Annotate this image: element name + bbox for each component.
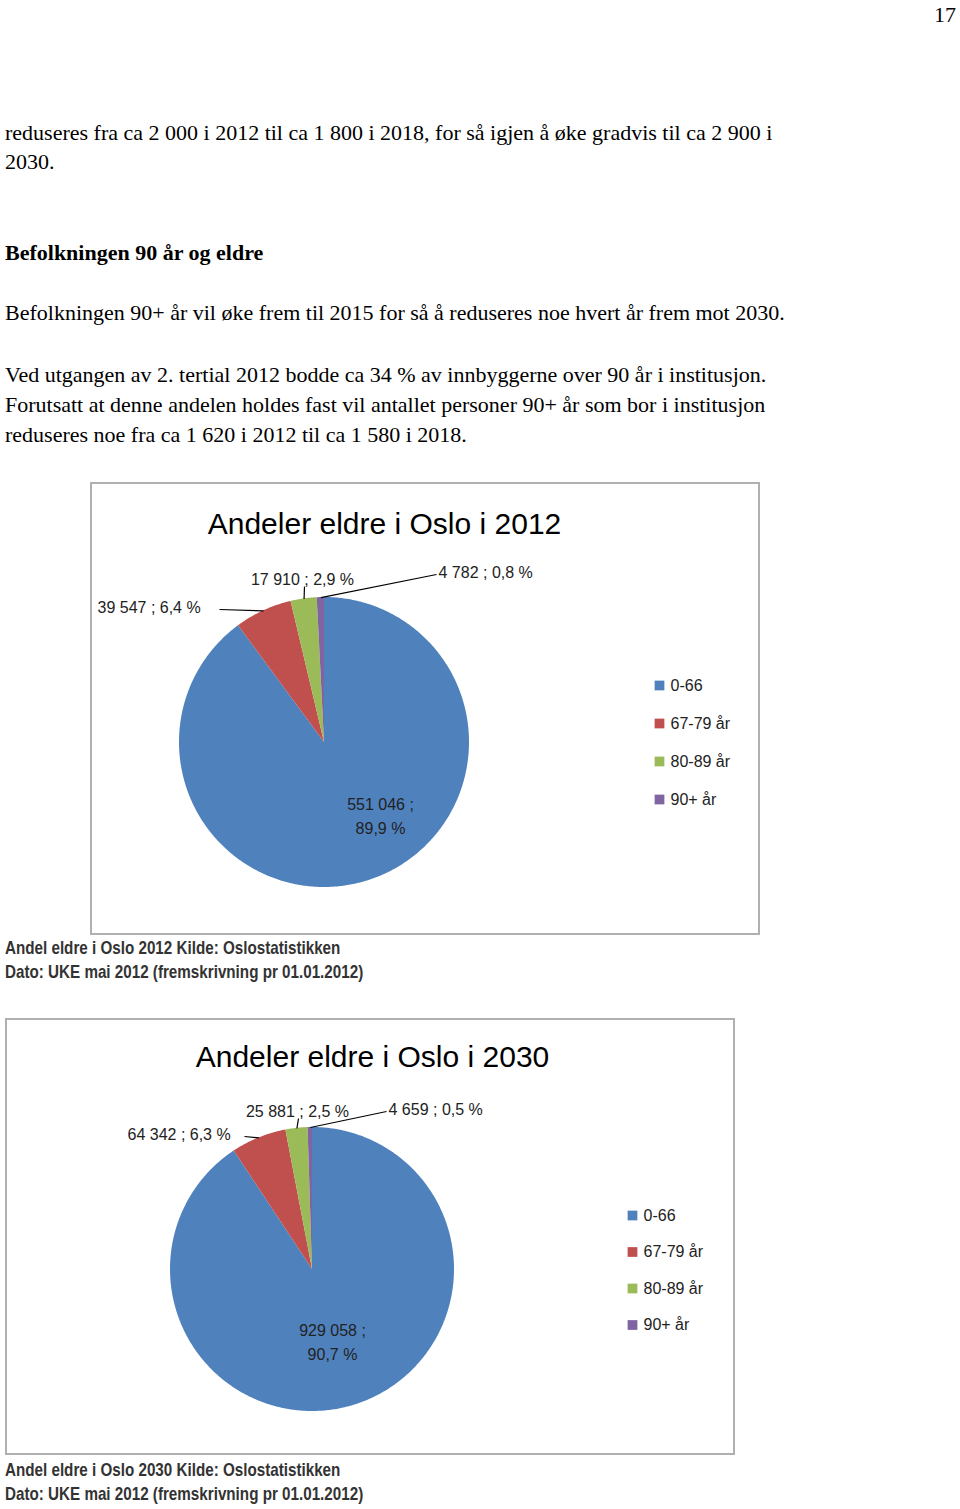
html-text:Andel eldre i Oslo 2012 Kilde:: Andel eldre i Oslo 2012 Kilde: Oslostati… bbox=[5, 937, 341, 958]
html-text:Dato: UKE mai 2012 (fremskrivn: Dato: UKE mai 2012 (fremskrivning pr 01.… bbox=[5, 961, 364, 982]
svg-text:4 782 ; 0,8 %: 4 782 ; 0,8 % bbox=[439, 564, 533, 581]
svg-text:80-89 år: 80-89 år bbox=[671, 753, 731, 770]
svg-text:4 659 ; 0,5 %: 4 659 ; 0,5 % bbox=[389, 1101, 483, 1118]
svg-text:90+ år: 90+ år bbox=[671, 791, 717, 808]
html-text:Befolkningen 90 år og eldre: Befolkningen 90 år og eldre bbox=[5, 240, 264, 265]
svg-text:0-66: 0-66 bbox=[671, 677, 703, 694]
svg-text:551 046 ;89,9 %: 551 046 ;89,9 % bbox=[347, 796, 414, 837]
html-text:reduseres noe fra ca 1 620 i 2: reduseres noe fra ca 1 620 i 2012 til ca… bbox=[5, 422, 467, 447]
html-text:Forutsatt at denne andelen hol: Forutsatt at denne andelen holdes fast v… bbox=[5, 392, 766, 417]
svg-text:39 547 ; 6,4 %: 39 547 ; 6,4 % bbox=[98, 599, 201, 616]
svg-text:Andeler eldre i Oslo i 2030: Andeler eldre i Oslo i 2030 bbox=[196, 1040, 550, 1073]
html-text:reduseres fra ca 2 000 i 2012: reduseres fra ca 2 000 i 2012 til ca 1 8… bbox=[5, 120, 773, 145]
svg-text:90+ år: 90+ år bbox=[644, 1316, 690, 1333]
svg-text:67-79 år: 67-79 år bbox=[644, 1243, 704, 1260]
html-text:Befolkningen 90+ år vil øke fr: Befolkningen 90+ år vil øke frem til 201… bbox=[5, 300, 785, 325]
svg-text:64 342 ; 6,3 %: 64 342 ; 6,3 % bbox=[128, 1126, 231, 1143]
html-text:2030.: 2030. bbox=[5, 149, 55, 174]
html-text:Dato: UKE mai 2012 (fremskrivn: Dato: UKE mai 2012 (fremskrivning pr 01.… bbox=[5, 1483, 364, 1504]
svg-text:80-89 år: 80-89 år bbox=[644, 1280, 704, 1297]
html-text:Andel eldre i Oslo 2030 Kilde:: Andel eldre i Oslo 2030 Kilde: Oslostati… bbox=[5, 1459, 341, 1480]
svg-text:Andeler eldre i Oslo i 2012: Andeler eldre i Oslo i 2012 bbox=[208, 507, 562, 540]
svg-text:67-79 år: 67-79 år bbox=[671, 715, 731, 732]
svg-text:17 910 ; 2,9 %: 17 910 ; 2,9 % bbox=[251, 571, 354, 588]
html-text:17: 17 bbox=[934, 2, 956, 27]
svg-text:0-66: 0-66 bbox=[644, 1207, 676, 1224]
html-text:Ved utgangen av 2. tertial 201: Ved utgangen av 2. tertial 2012 bodde ca… bbox=[5, 362, 767, 387]
svg-text:929 058 ;90,7 %: 929 058 ;90,7 % bbox=[299, 1322, 366, 1363]
svg-text:25 881 ; 2,5 %: 25 881 ; 2,5 % bbox=[246, 1103, 349, 1120]
